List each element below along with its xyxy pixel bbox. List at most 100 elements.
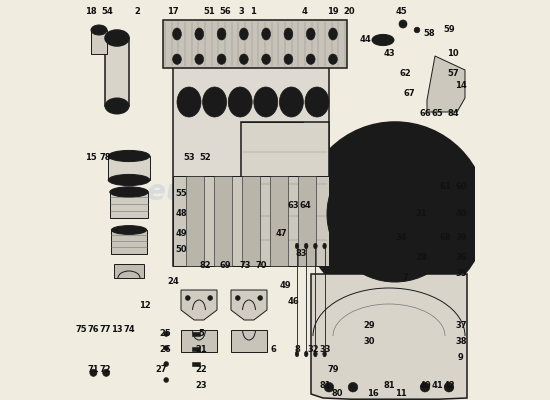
Ellipse shape (195, 28, 204, 40)
Text: 49: 49 (175, 230, 187, 238)
Ellipse shape (284, 54, 293, 64)
Polygon shape (298, 176, 316, 266)
Text: 63: 63 (287, 202, 299, 210)
Circle shape (91, 371, 95, 375)
Text: 3: 3 (238, 8, 244, 16)
Text: 57: 57 (447, 70, 459, 78)
Ellipse shape (295, 243, 299, 249)
Ellipse shape (306, 28, 315, 40)
Text: 81: 81 (319, 382, 331, 390)
Ellipse shape (206, 91, 223, 113)
Ellipse shape (239, 28, 248, 40)
Text: 42: 42 (443, 382, 455, 390)
Text: 55: 55 (175, 190, 187, 198)
Text: 65: 65 (431, 110, 443, 118)
Text: 74: 74 (123, 326, 135, 334)
Text: 25: 25 (159, 330, 171, 338)
Text: 41: 41 (431, 382, 443, 390)
Circle shape (444, 382, 454, 392)
Text: 78: 78 (99, 154, 111, 162)
Text: 14: 14 (455, 82, 467, 90)
Circle shape (208, 296, 213, 300)
Text: 47: 47 (275, 230, 287, 238)
Polygon shape (91, 30, 107, 54)
Text: 61: 61 (439, 182, 451, 190)
Ellipse shape (202, 87, 227, 117)
Polygon shape (231, 290, 267, 320)
Text: 36: 36 (455, 254, 467, 262)
Ellipse shape (304, 243, 308, 249)
Text: 49: 49 (279, 282, 291, 290)
Ellipse shape (173, 54, 182, 64)
Text: 40: 40 (419, 382, 431, 390)
Polygon shape (311, 274, 467, 399)
Text: 39: 39 (455, 234, 467, 242)
Text: 9: 9 (458, 354, 464, 362)
Ellipse shape (314, 243, 317, 249)
Text: 45: 45 (395, 8, 407, 16)
Circle shape (420, 382, 430, 392)
Circle shape (414, 27, 420, 33)
Circle shape (258, 296, 262, 300)
Text: 37: 37 (455, 322, 467, 330)
Text: 75: 75 (75, 326, 87, 334)
Ellipse shape (177, 87, 201, 117)
Text: 11: 11 (395, 390, 407, 398)
Text: 23: 23 (195, 382, 207, 390)
Text: 43: 43 (383, 50, 395, 58)
Text: 51: 51 (203, 8, 215, 16)
Text: eurob   kes: eurob kes (147, 178, 320, 206)
Ellipse shape (112, 226, 147, 234)
Polygon shape (173, 176, 329, 266)
Text: 58: 58 (423, 30, 435, 38)
Text: 26: 26 (159, 346, 171, 354)
Text: 31: 31 (415, 210, 427, 218)
Ellipse shape (328, 28, 337, 40)
Ellipse shape (372, 34, 394, 46)
Polygon shape (427, 56, 465, 112)
Ellipse shape (295, 351, 299, 357)
Polygon shape (214, 176, 232, 266)
Polygon shape (181, 290, 217, 320)
Text: 69: 69 (219, 262, 231, 270)
Text: 83: 83 (295, 250, 307, 258)
Text: 38: 38 (455, 338, 467, 346)
Ellipse shape (217, 28, 226, 40)
Text: 13: 13 (111, 326, 123, 334)
Text: 4: 4 (302, 8, 308, 16)
Text: 5: 5 (198, 330, 204, 338)
Ellipse shape (262, 54, 271, 64)
Text: 50: 50 (175, 246, 187, 254)
Text: 62: 62 (399, 70, 411, 78)
Circle shape (355, 174, 435, 254)
Polygon shape (112, 230, 147, 254)
Text: 34: 34 (395, 234, 407, 242)
Ellipse shape (305, 87, 329, 117)
Circle shape (103, 369, 110, 376)
Polygon shape (242, 176, 260, 266)
Circle shape (348, 382, 358, 392)
Text: 72: 72 (99, 366, 111, 374)
Ellipse shape (239, 54, 248, 64)
Ellipse shape (309, 91, 326, 113)
Ellipse shape (323, 351, 326, 357)
Ellipse shape (284, 28, 293, 40)
Circle shape (185, 296, 190, 300)
Text: 18: 18 (85, 8, 97, 16)
Polygon shape (114, 264, 144, 278)
Text: 33: 33 (319, 346, 331, 354)
Text: 12: 12 (139, 302, 151, 310)
Circle shape (164, 362, 169, 366)
Text: 27: 27 (155, 366, 167, 374)
Ellipse shape (108, 174, 150, 186)
Polygon shape (108, 156, 150, 180)
Circle shape (303, 122, 487, 306)
Polygon shape (110, 192, 148, 218)
Text: 28: 28 (415, 254, 427, 262)
Text: 6: 6 (270, 346, 276, 354)
Text: 59: 59 (443, 26, 455, 34)
Text: 53: 53 (183, 154, 195, 162)
Text: 10: 10 (447, 50, 459, 58)
Ellipse shape (217, 54, 226, 64)
Text: 68: 68 (439, 234, 451, 242)
